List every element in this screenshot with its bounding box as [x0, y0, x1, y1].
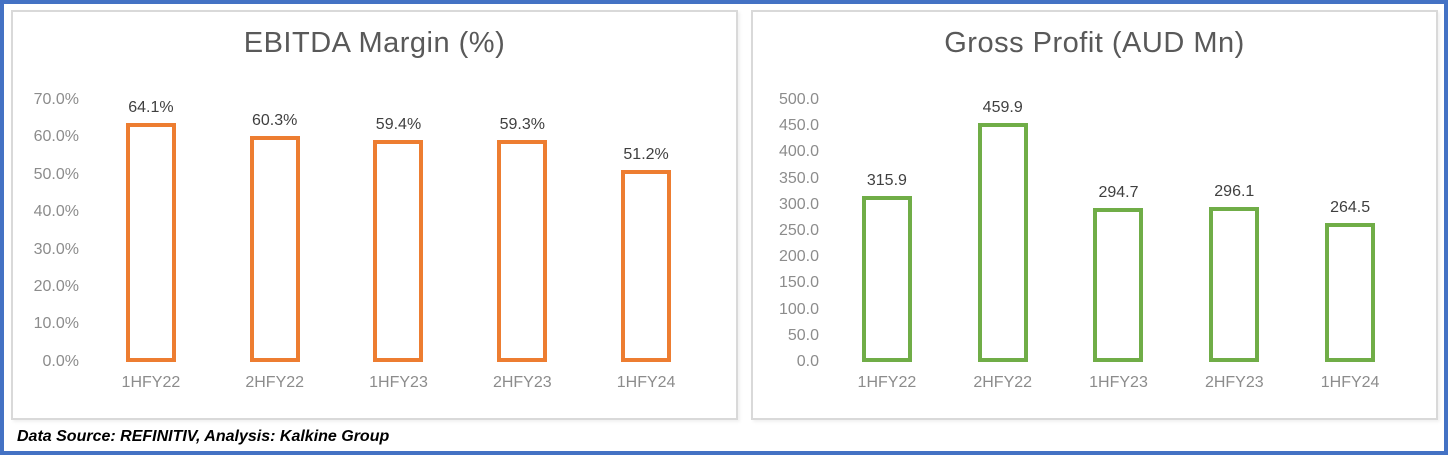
y-tick-label: 300.0 [778, 195, 819, 213]
y-tick-label: 50.0 [787, 326, 819, 344]
y-tick-label: 450.0 [778, 117, 819, 135]
bar-column: 64.1% [89, 98, 213, 362]
x-category-label: 1HFY23 [369, 373, 428, 391]
bar [621, 169, 672, 362]
x-category-label: 1HFY22 [857, 373, 917, 391]
y-tick-label: 400.0 [778, 143, 819, 161]
x-category-label: 1HFY24 [1320, 373, 1380, 391]
bar [249, 135, 300, 362]
y-tick-label: 10.0% [33, 315, 79, 333]
y-tick-label: 70.0% [33, 90, 79, 108]
bar [861, 195, 912, 362]
y-tick-label: 50.0% [33, 165, 79, 183]
bar-column: 51.2% [584, 100, 708, 362]
bar [977, 122, 1028, 362]
bar-value-label: 60.3% [252, 111, 298, 129]
bar-value-label: 64.1% [128, 98, 174, 116]
bar-column: 59.4% [337, 100, 461, 362]
bar-column: 296.1 [1176, 100, 1292, 362]
y-tick-label: 0.0 [796, 352, 819, 370]
bar-value-label: 59.4% [375, 115, 422, 133]
y-axis: 0.0 50.0 100.0 150.0 200.0 250.0 300.0 350.0 400… [753, 91, 829, 369]
y-tick-label: 40.0% [33, 203, 79, 221]
bar-value-label: 264.5 [1330, 198, 1371, 216]
bar-value-label: 294.7 [1098, 183, 1139, 201]
y-tick-label: 60.0% [33, 128, 79, 146]
chart-title: Gross Profit (AUD Mn) [944, 27, 1245, 59]
chart-title: EBITDA Margin (%) [243, 27, 506, 59]
y-tick-label: 250.0 [778, 221, 819, 239]
bar [1093, 207, 1144, 362]
bar-column: 264.5 [1292, 100, 1408, 362]
chart-body: 0.0 50.0 100.0 150.0 200.0 250.0 300.0 350.0 400… [753, 91, 1436, 369]
y-tick-label: 20.0% [33, 278, 79, 296]
y-tick-label: 150.0 [778, 274, 819, 292]
plot-area: 315.9 459.9 294.7 296.1 264.5 [829, 98, 1408, 362]
bar-value-label: 315.9 [866, 171, 907, 189]
x-axis: 1HFY22 2HFY22 1HFY23 2HFY23 1HFY24 [89, 374, 708, 392]
bar-value-label: 296.1 [1214, 182, 1255, 200]
bar [373, 139, 424, 362]
x-category-label: 1HFY24 [616, 373, 676, 391]
bar-value-label: 459.9 [982, 98, 1023, 116]
x-category-label: 1HFY23 [1089, 373, 1148, 391]
x-axis: 1HFY22 2HFY22 1HFY23 2HFY23 1HFY24 [829, 374, 1408, 392]
chart-body: 0.0% 10.0% 20.0% 30.0% 40.0% 50.0% 60.0% 70.0% … [13, 91, 736, 369]
plot-area: 64.1% 60.3% 59.4% 59.3% 51.2% [89, 98, 708, 362]
y-tick-label: 0.0% [42, 352, 79, 370]
bar-column: 459.9 [945, 98, 1061, 362]
bar-column: 294.7 [1061, 100, 1177, 362]
y-tick-label: 500.0 [778, 90, 819, 108]
data-source-note: Data Source: REFINITIV, Analysis: Kalkin… [17, 428, 390, 445]
charts-container: EBITDA Margin (%) 0.0% 10.0% 20.0% 30.0% 40.… [4, 4, 1444, 420]
y-axis: 0.0% 10.0% 20.0% 30.0% 40.0% 50.0% 60.0% 70.0% [13, 91, 89, 369]
bar [1209, 206, 1260, 362]
bar-value-label: 51.2% [623, 145, 669, 163]
x-category-label: 2HFY23 [492, 373, 552, 391]
y-tick-label: 100.0 [778, 300, 819, 318]
bar-column: 60.3% [213, 100, 337, 362]
x-category-label: 1HFY22 [121, 373, 181, 391]
chart-panel-gross-profit: Gross Profit (AUD Mn) 0.0 50.0 100.0 150.0 2… [751, 10, 1438, 420]
bar-value-label: 59.3% [499, 115, 545, 133]
x-category-label: 2HFY22 [973, 373, 1033, 391]
x-category-label: 2HFY22 [245, 373, 305, 391]
bar [497, 139, 548, 362]
y-tick-label: 30.0% [33, 240, 79, 258]
chart-panel-ebitda-margin: EBITDA Margin (%) 0.0% 10.0% 20.0% 30.0% 40.… [11, 10, 738, 420]
x-category-label: 2HFY23 [1204, 373, 1264, 391]
y-tick-label: 350.0 [778, 169, 819, 187]
bar-column: 315.9 [829, 100, 945, 362]
bar [1325, 222, 1376, 362]
y-tick-label: 200.0 [778, 248, 819, 266]
bar-column: 59.3% [460, 100, 584, 362]
bar [125, 122, 176, 362]
